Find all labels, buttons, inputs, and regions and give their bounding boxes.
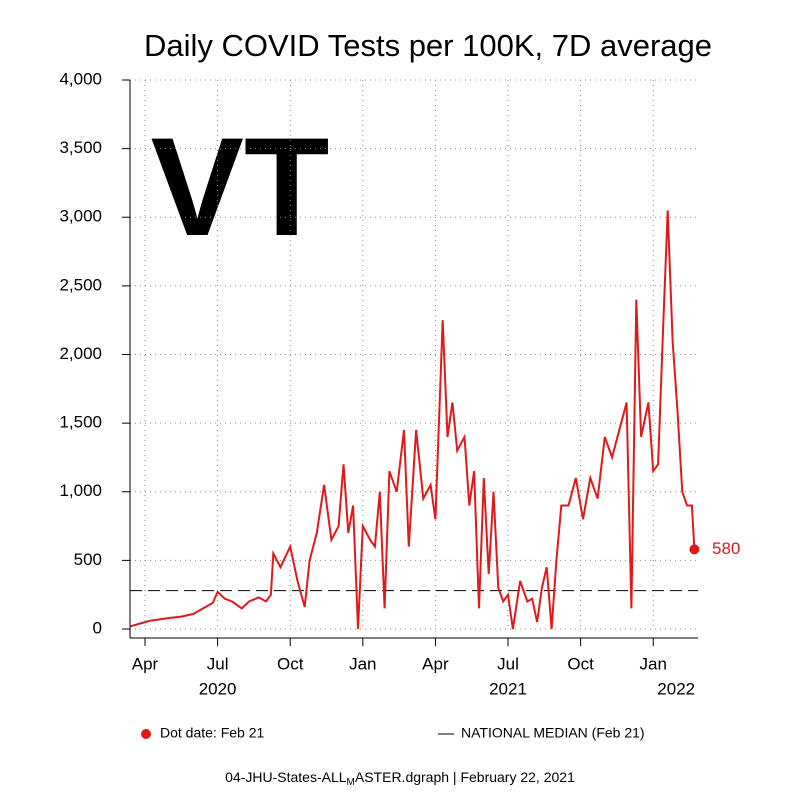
footer-suffix: ASTER.dgraph | February 22, 2021 — [355, 769, 575, 785]
x-year-label: 2021 — [489, 679, 527, 698]
legend-label: Dot date: Feb 21 — [160, 725, 265, 741]
y-tick-label: 4,000 — [59, 69, 102, 88]
y-tick-label: 1,000 — [59, 481, 102, 500]
x-tick-label: Apr — [422, 654, 449, 673]
y-tick-label: 2,500 — [59, 275, 102, 294]
x-tick-label: Oct — [277, 654, 304, 673]
y-tick-label: 3,500 — [59, 138, 102, 157]
y-tick-label: 500 — [74, 550, 102, 569]
legend-dot — [141, 729, 151, 739]
x-tick-label: Apr — [132, 654, 159, 673]
chart-title: Daily COVID Tests per 100K, 7D average — [144, 28, 712, 63]
x-tick-label: Jul — [207, 654, 229, 673]
y-tick-label: 2,000 — [59, 344, 102, 363]
y-tick-label: 3,000 — [59, 207, 102, 226]
x-tick-label: Jul — [497, 654, 519, 673]
x-tick-label: Jan — [640, 654, 667, 673]
footer-sub: M — [347, 777, 355, 788]
x-tick-label: Oct — [567, 654, 594, 673]
footer: 04-JHU-States-ALLMASTER.dgraph | Februar… — [225, 769, 575, 788]
y-tick-label: 0 — [93, 618, 102, 637]
x-tick-label: Jan — [349, 654, 376, 673]
data-line — [130, 210, 696, 630]
x-year-label: 2022 — [657, 679, 695, 698]
y-tick-label: 1,500 — [59, 413, 102, 432]
end-dot — [689, 544, 700, 555]
x-year-label: 2020 — [199, 679, 237, 698]
footer-prefix: 04-JHU-States-ALL — [225, 769, 347, 785]
legend-label: NATIONAL MEDIAN (Feb 21) — [461, 725, 645, 741]
state-label: VT — [151, 108, 330, 265]
dot-label: 580 — [712, 539, 740, 558]
